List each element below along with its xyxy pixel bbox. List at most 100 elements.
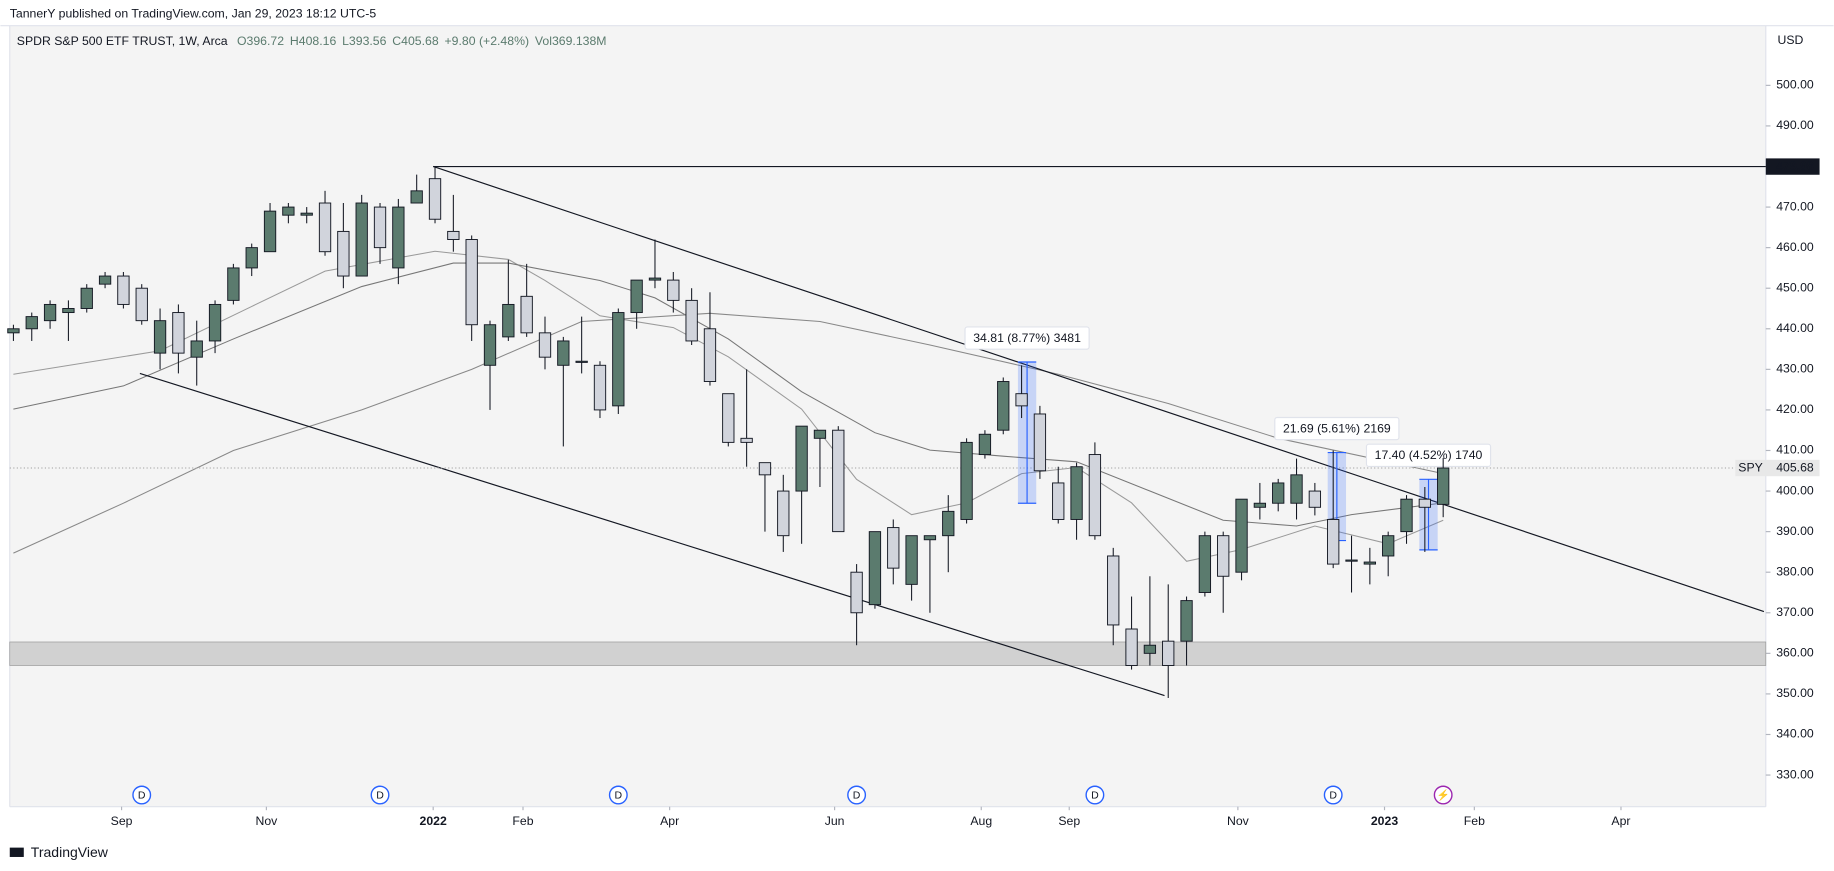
event-label: ⚡	[1437, 788, 1450, 801]
candle-body	[1345, 559, 1358, 562]
y-tick-label: 490.00	[1776, 118, 1814, 132]
x-tick-label: Aug	[970, 814, 992, 828]
event-marker	[847, 785, 867, 805]
candle-body	[428, 178, 442, 220]
x-tick-label: Apr	[660, 814, 679, 828]
candle-body	[978, 433, 992, 456]
candle-body	[337, 230, 350, 277]
candle-body	[392, 206, 405, 269]
candle-body	[1070, 466, 1083, 520]
y-tick-label: 500.00	[1776, 78, 1814, 92]
candle-body	[722, 393, 735, 443]
candle-body	[612, 312, 625, 407]
candle-body	[7, 328, 20, 334]
candle-body	[960, 441, 973, 520]
x-tick-label: 2022	[420, 814, 447, 828]
symbol-badge	[1735, 459, 1766, 477]
x-tick-label: Sep	[111, 814, 133, 828]
candle-body	[1308, 490, 1322, 508]
price-badge-label: 405.68	[1776, 460, 1814, 474]
x-tick-label: Apr	[1611, 814, 1630, 828]
y-tick-label: 360.00	[1776, 646, 1814, 660]
candle-body	[850, 571, 863, 614]
candle-body	[557, 340, 570, 366]
event-marker	[1085, 785, 1105, 805]
candle-body	[227, 267, 240, 301]
measure-label-box	[1274, 416, 1400, 441]
candle-body	[1327, 518, 1340, 565]
candle-body	[1290, 474, 1303, 504]
y-tick-label: 450.00	[1776, 280, 1814, 294]
candle-body	[1363, 561, 1377, 565]
candle-body	[832, 429, 845, 533]
candle-body	[62, 308, 75, 314]
symbol-badge-label: SPY	[1738, 460, 1763, 474]
candle-body	[1125, 628, 1138, 666]
candle-body	[1162, 640, 1175, 666]
candle-body	[80, 287, 93, 309]
y-tick-label: 380.00	[1776, 564, 1814, 578]
x-tick-label: Nov	[255, 814, 278, 828]
x-tick-label: Sep	[1058, 814, 1080, 828]
legend-stat: L393.56	[342, 34, 387, 48]
candle-body	[703, 328, 717, 382]
candle-body	[630, 279, 643, 314]
y-tick-label: 390.00	[1776, 524, 1814, 538]
publish-info: TannerY published on TradingView.com, Ja…	[10, 6, 377, 20]
candle-body	[1198, 535, 1212, 593]
hline-badge-label: 479.98	[1776, 159, 1814, 173]
candle-body	[465, 239, 478, 326]
candle-body	[813, 429, 827, 439]
candle-body	[190, 340, 203, 358]
candle-body	[355, 202, 368, 277]
candle-body	[1235, 498, 1248, 573]
candle-body	[593, 364, 607, 411]
candle-body	[1400, 498, 1413, 533]
candle-body	[777, 490, 790, 537]
y-tick-label: 430.00	[1776, 362, 1814, 376]
candle-body	[282, 206, 295, 216]
event-label: D	[1091, 789, 1099, 801]
event-label: D	[853, 789, 861, 801]
candle-body	[43, 303, 57, 322]
candle-body	[685, 299, 698, 342]
candle-body	[172, 312, 185, 354]
candle-body	[25, 316, 38, 330]
event-marker	[132, 785, 152, 805]
logo-mark	[9, 847, 24, 857]
measure-label-box	[1365, 443, 1492, 468]
candle-body	[318, 202, 332, 253]
candle-body	[795, 425, 808, 492]
candle-body	[135, 287, 148, 322]
moving-average	[13, 262, 1444, 527]
y-tick-label: 410.00	[1776, 443, 1814, 457]
legend-title: SPDR S&P 500 ETF TRUST, 1W, Arca	[17, 34, 228, 48]
x-tick-label: Nov	[1227, 814, 1250, 828]
candle-body	[373, 206, 387, 249]
x-tick-label: Feb	[1464, 814, 1485, 828]
measure-label-text: 17.40 (4.52%) 1740	[1375, 448, 1483, 462]
candle-body	[868, 531, 882, 606]
y-tick-label: 350.00	[1776, 686, 1814, 700]
candle-body	[245, 247, 258, 269]
candle-body	[1418, 498, 1431, 508]
candle-body	[1180, 600, 1193, 642]
candle-body	[520, 295, 533, 334]
candle-body	[942, 510, 955, 537]
event-label: D	[1329, 789, 1337, 801]
hline-badge	[1765, 158, 1820, 175]
candle-body	[997, 381, 1010, 431]
event-label: D	[138, 789, 146, 801]
y-tick-label: 370.00	[1776, 605, 1814, 619]
measure-label-box	[964, 326, 1090, 350]
candle-body	[1253, 502, 1267, 508]
y-tick-label: 340.00	[1776, 727, 1814, 741]
legend-stat: C405.68	[392, 34, 439, 48]
legend-stat: H408.16	[290, 34, 337, 48]
event-label: D	[376, 789, 384, 801]
candle-body	[300, 212, 313, 216]
measure-label-text: 34.81 (8.77%) 3481	[973, 331, 1081, 345]
candle-body	[117, 275, 130, 305]
